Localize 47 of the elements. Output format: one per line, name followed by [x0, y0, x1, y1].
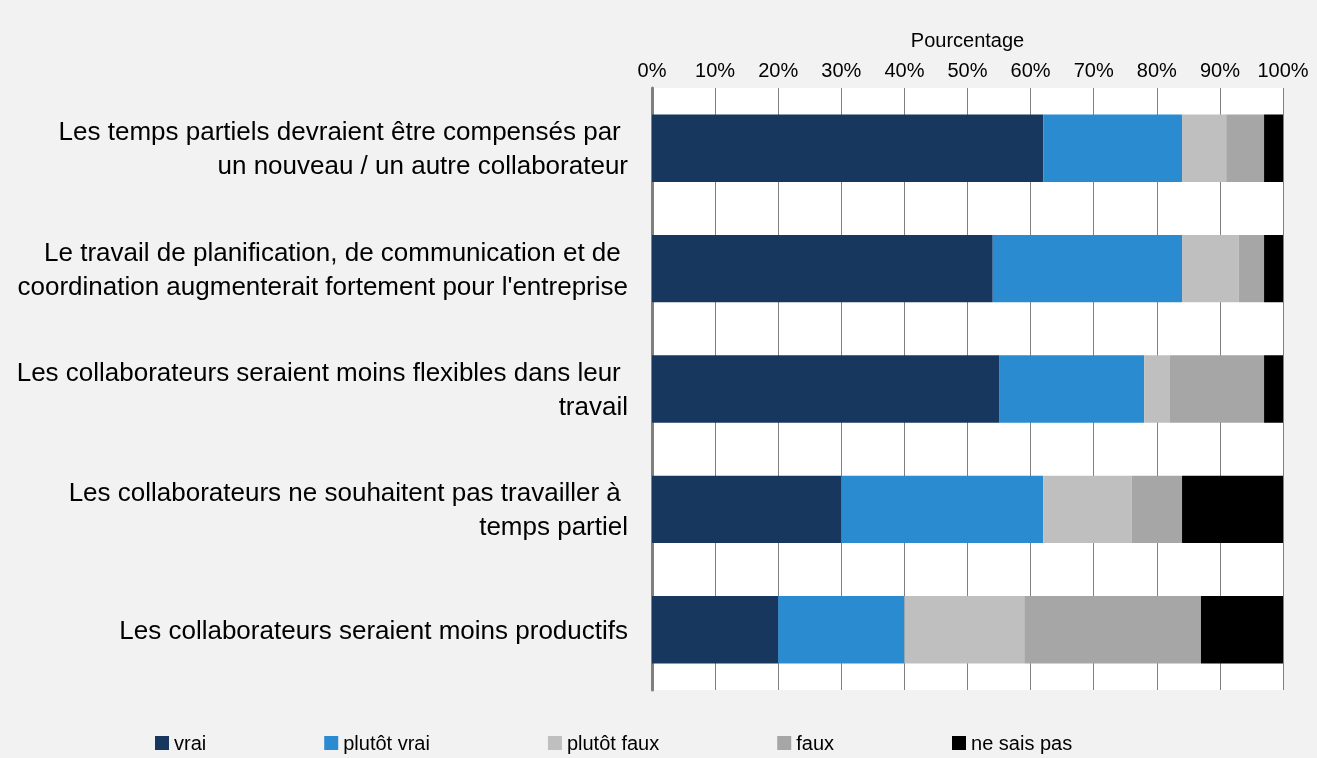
x-tick-label: 80%: [1136, 59, 1178, 81]
y-tick-label: Les collaborateurs seraient moins productifs: [119, 614, 628, 645]
bar: [1144, 355, 1170, 423]
x-tick-label: 70%: [1073, 59, 1114, 81]
x-tick-label: 50%: [947, 59, 988, 81]
bar: [652, 475, 842, 544]
bar: [992, 234, 1183, 303]
y-tick-label: Les collaborateurs seraient moins flexibles dans leur travail: [16, 357, 628, 421]
bar: [1043, 114, 1183, 182]
bar: [1200, 596, 1283, 664]
x-tick-label: 30%: [821, 59, 862, 81]
bar: [778, 596, 905, 664]
bar: [1264, 114, 1283, 182]
y-tick-label: Les collaborateurs ne souhaitent pas travailler à temps partiel: [68, 477, 628, 542]
bar: [1169, 355, 1265, 423]
bar: [999, 355, 1145, 423]
bar: [652, 596, 779, 664]
bar: [1182, 475, 1283, 544]
x-tick-label: 0%: [637, 59, 667, 81]
bar: [652, 114, 1044, 182]
bar: [1043, 475, 1132, 544]
bar: [1264, 234, 1283, 303]
bar: [1024, 596, 1201, 664]
bar: [1131, 475, 1183, 544]
legend-label: vrai: [174, 732, 207, 754]
x-axis-title: Pourcentage: [910, 29, 1025, 51]
y-tick-label: Le travail de planification, de communication et de coordination augmenterait fortement pour l'entreprise: [17, 236, 628, 301]
x-tick-label: 10%: [695, 59, 736, 81]
bar: [841, 475, 1044, 544]
bar: [1264, 355, 1283, 423]
legend-label: plutôt faux: [566, 732, 660, 754]
legend-label: plutôt vrai: [343, 732, 430, 754]
x-tick-label: 60%: [1010, 59, 1051, 81]
bar: [1238, 234, 1265, 303]
bar: [1182, 114, 1227, 182]
y-tick-label: Les temps partiels devraient être compensés par un nouveau / un autre collaborateur: [58, 116, 629, 181]
bar: [1182, 234, 1239, 303]
legend-label: ne sais pas: [971, 732, 1073, 754]
bar: [1226, 114, 1265, 182]
x-tick-label: 100%: [1257, 59, 1309, 81]
bar: [904, 596, 1025, 664]
x-tick-label: 20%: [758, 59, 799, 81]
x-tick-label: 90%: [1199, 59, 1241, 81]
legend-label: faux: [796, 732, 835, 754]
bar: [652, 234, 993, 303]
bar: [652, 355, 1000, 423]
x-tick-label: 40%: [884, 59, 925, 81]
